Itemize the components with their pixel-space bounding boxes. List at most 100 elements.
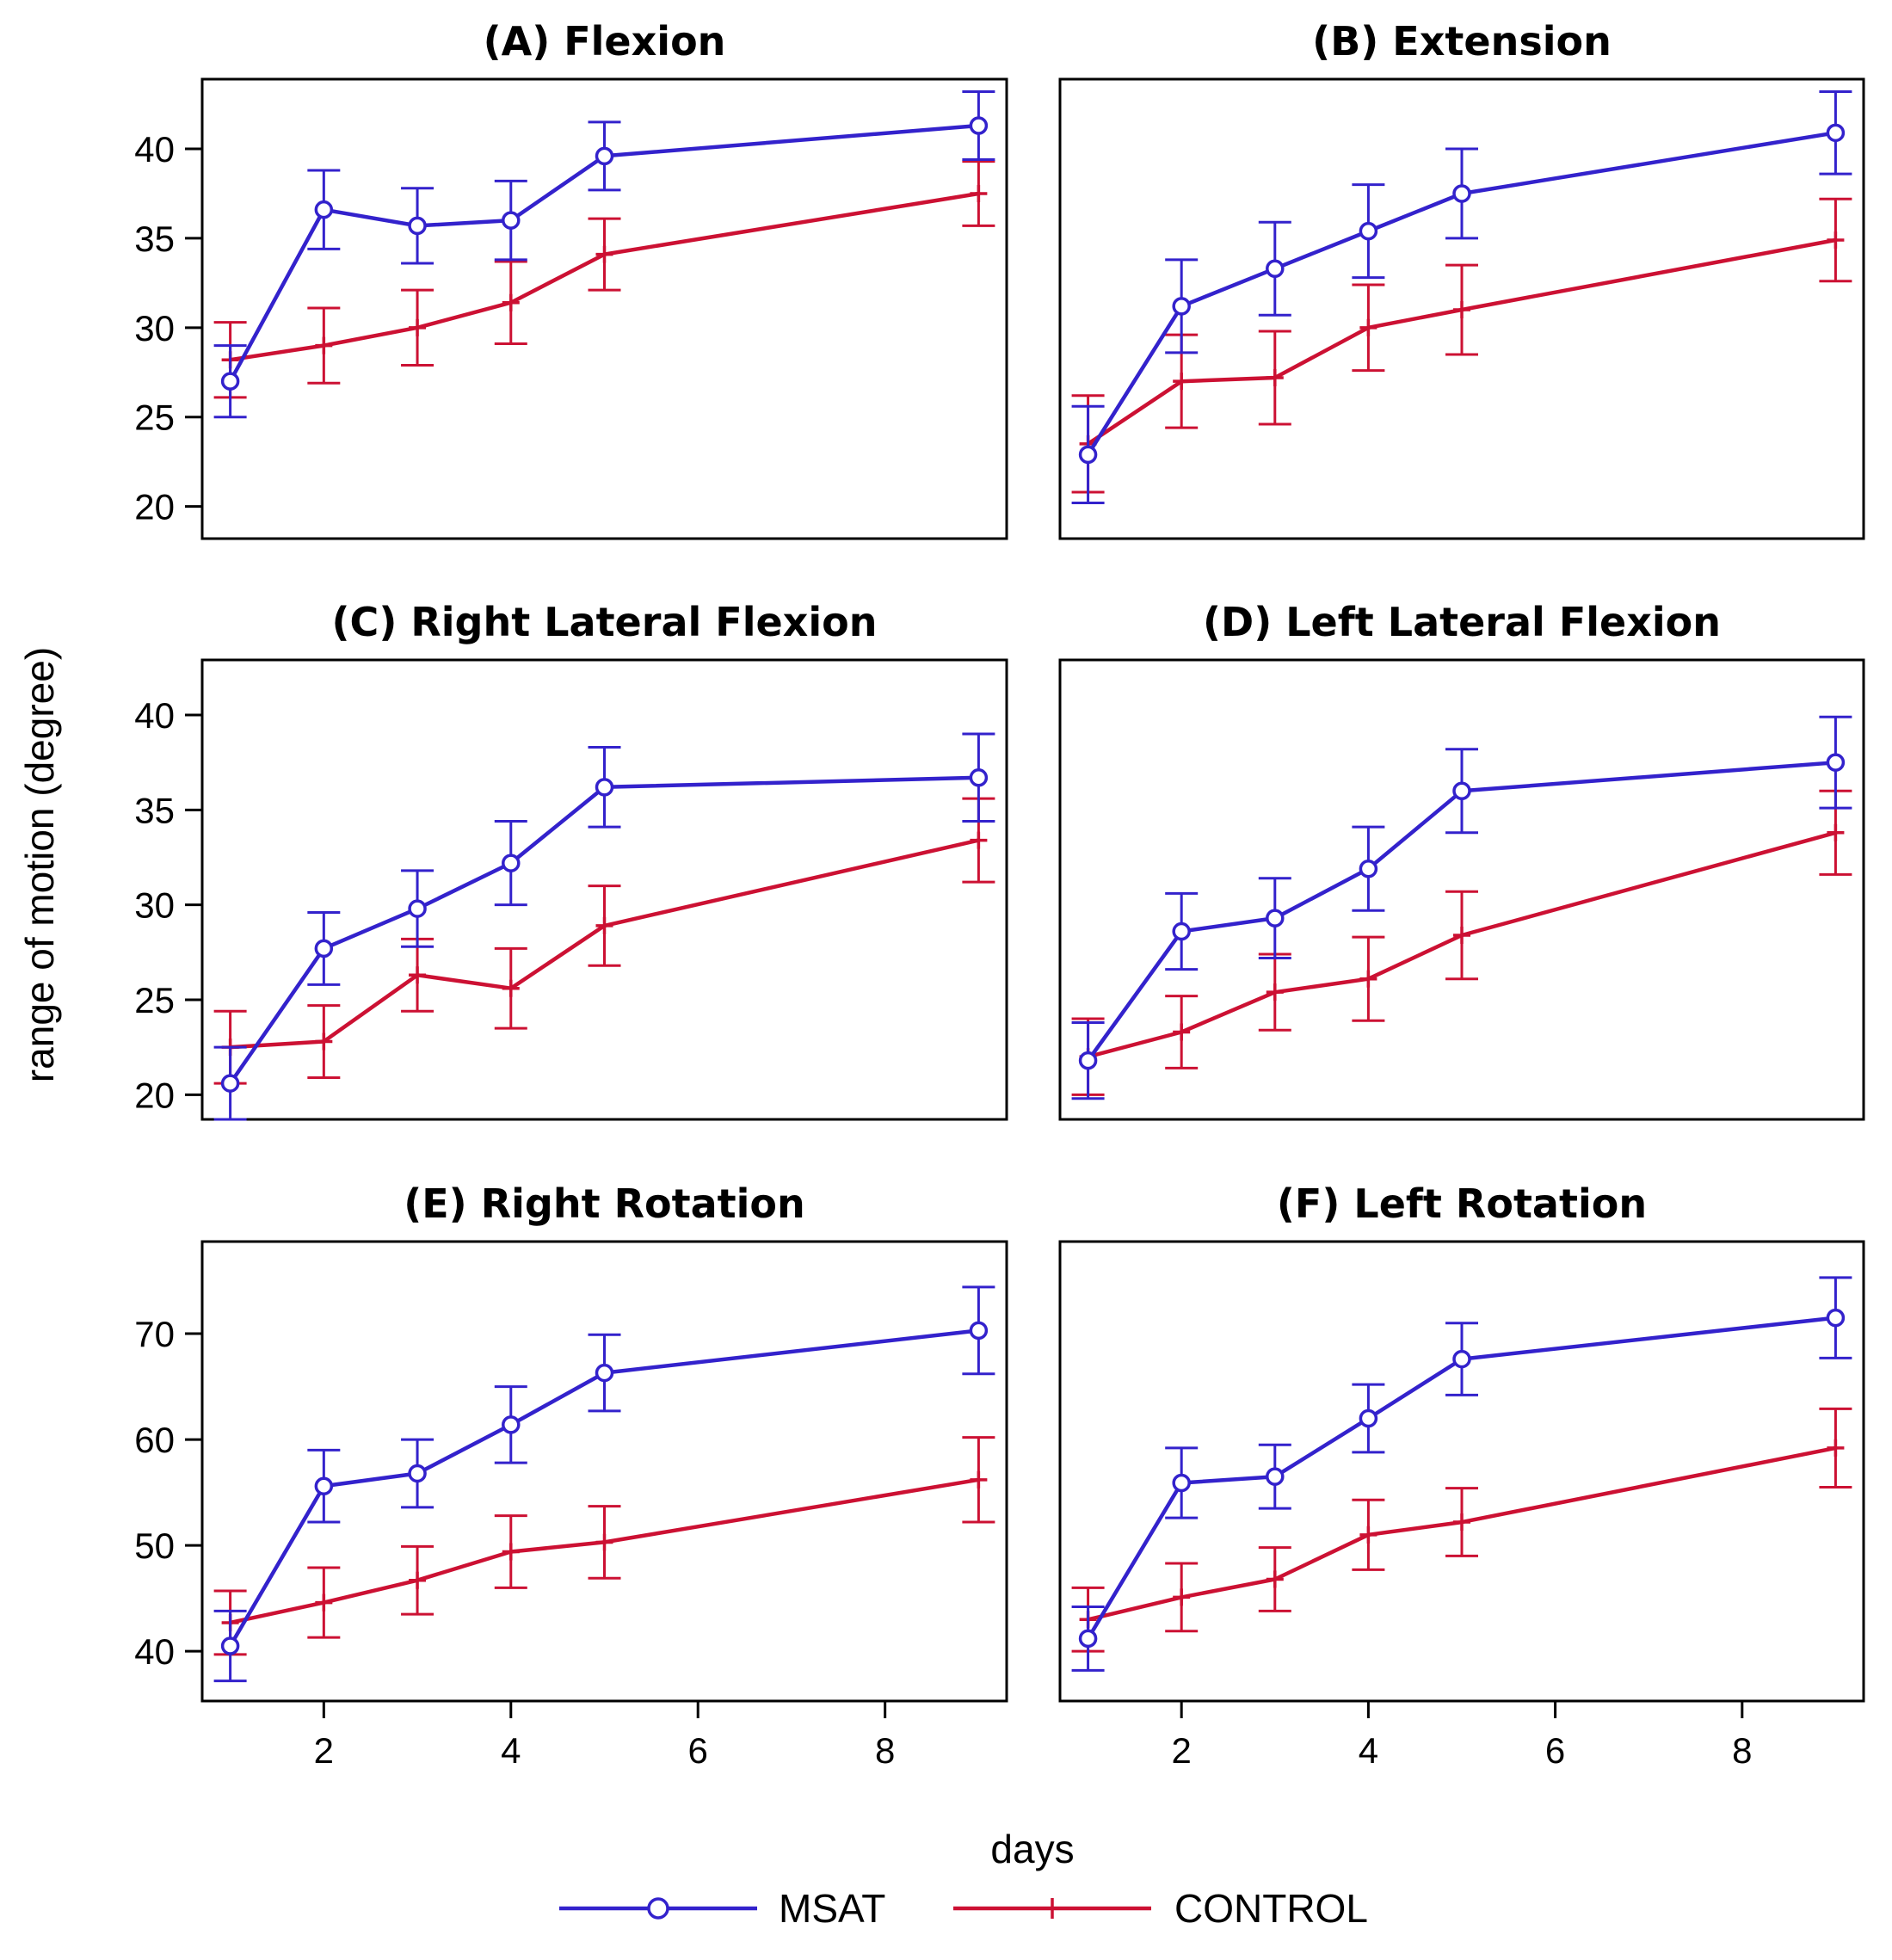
y-tick-label: 40 — [134, 1631, 175, 1672]
legend-item-control: CONTROL — [953, 1886, 1368, 1931]
legend-marker — [1042, 1898, 1063, 1919]
y-tick-label: 25 — [134, 398, 175, 438]
data-point — [595, 778, 614, 797]
data-point — [502, 1543, 520, 1561]
y-tick-label: 40 — [134, 695, 175, 736]
x-tick-label: 8 — [1732, 1730, 1752, 1771]
chart-panels: (A) Flexion 20 25 30 35 40 (B) Extension (C) Ri… — [134, 18, 1865, 1771]
data-point — [970, 831, 988, 849]
series-line — [228, 123, 979, 383]
legend-item-msat: MSAT — [559, 1886, 885, 1931]
y-tick-label: 50 — [134, 1525, 175, 1566]
panel-b: (B) Extension — [1058, 18, 1865, 540]
series-line — [1086, 1316, 1836, 1640]
series-msat — [213, 1285, 995, 1683]
series-msat — [1071, 1276, 1852, 1672]
data-point — [409, 1571, 427, 1589]
data-point — [1266, 259, 1285, 278]
x-tick-label: 6 — [1545, 1730, 1565, 1771]
data-point — [595, 245, 613, 263]
series-line — [228, 775, 979, 1085]
series-line — [228, 1328, 979, 1648]
series-msat — [213, 90, 995, 419]
series-line — [230, 191, 979, 362]
data-point — [1172, 1473, 1191, 1493]
plot-frame — [200, 1240, 1008, 1703]
data-point — [1826, 123, 1846, 143]
legend-label: MSAT — [779, 1886, 885, 1931]
y-tick-label: 20 — [134, 1075, 175, 1115]
data-point — [1453, 1513, 1470, 1532]
data-point — [970, 184, 988, 202]
data-point — [502, 293, 520, 311]
y-tick-label: 60 — [134, 1420, 175, 1460]
data-point — [408, 216, 427, 236]
data-point — [220, 1074, 240, 1093]
y-tick-label: 35 — [134, 790, 175, 830]
data-point — [1172, 921, 1191, 941]
data-point — [1266, 1570, 1284, 1588]
data-point — [1078, 1051, 1098, 1070]
data-point — [1452, 184, 1471, 203]
panel-title: (A) Flexion — [484, 18, 726, 65]
series-line — [1088, 830, 1836, 1059]
series-control — [213, 797, 995, 1085]
data-point — [315, 336, 333, 354]
data-point — [502, 211, 521, 230]
y-tick-label: 20 — [134, 487, 175, 527]
data-point — [595, 146, 614, 166]
data-point — [1266, 909, 1285, 928]
data-point — [1266, 1467, 1285, 1486]
y-axis-label: range of motion (degree) — [17, 647, 62, 1082]
data-point — [1078, 1629, 1098, 1649]
series-line — [1086, 131, 1836, 456]
x-tick-label: 4 — [1359, 1730, 1378, 1771]
panel-a: (A) Flexion 20 25 30 35 40 — [134, 18, 1008, 540]
data-point — [970, 1470, 988, 1488]
series-line — [1088, 1445, 1836, 1622]
plot-frame — [1058, 658, 1865, 1121]
series-control — [1071, 789, 1852, 1096]
panel-c: (C) Right Lateral Flexion 20 25 30 35 40 — [134, 599, 1008, 1121]
data-point — [1266, 983, 1284, 1002]
series-msat — [213, 732, 995, 1121]
data-point — [502, 854, 521, 872]
x-tick-label: 8 — [875, 1730, 895, 1771]
data-point — [969, 768, 989, 787]
data-point — [1359, 859, 1378, 878]
plot-frame — [200, 658, 1008, 1121]
panel-title: (D) Left Lateral Flexion — [1203, 599, 1721, 645]
data-point — [409, 318, 427, 336]
data-point — [1173, 1023, 1191, 1041]
x-tick-label: 2 — [314, 1730, 334, 1771]
series-msat — [1071, 715, 1852, 1100]
panel-e: (E) Right Rotation 40 50 60 70 2 4 6 8 — [134, 1180, 1008, 1771]
data-point — [1172, 297, 1191, 316]
data-point — [1452, 781, 1471, 801]
data-point — [595, 916, 613, 934]
panel-title: (B) Extension — [1312, 18, 1612, 65]
series-msat — [1071, 90, 1852, 504]
data-point — [1078, 445, 1098, 465]
series-line — [1086, 760, 1836, 1062]
panel-title: (C) Right Lateral Flexion — [332, 599, 878, 645]
data-point — [969, 1321, 989, 1341]
data-point — [1359, 221, 1378, 241]
series-line — [1087, 237, 1836, 446]
data-point — [1359, 1408, 1378, 1428]
data-point — [315, 1593, 333, 1612]
legend-marker — [647, 1897, 669, 1920]
x-tick-label: 6 — [688, 1730, 708, 1771]
x-tick-label: 2 — [1172, 1730, 1192, 1771]
series-line — [230, 838, 979, 1050]
data-point — [1826, 1308, 1846, 1328]
y-tick-label: 30 — [134, 885, 175, 926]
data-point — [1359, 318, 1377, 336]
legend: MSAT CONTROL — [559, 1886, 1368, 1931]
data-point — [314, 1476, 334, 1495]
data-point — [314, 939, 334, 958]
data-point — [1453, 926, 1470, 944]
data-point — [1266, 368, 1284, 386]
data-point — [409, 966, 427, 984]
